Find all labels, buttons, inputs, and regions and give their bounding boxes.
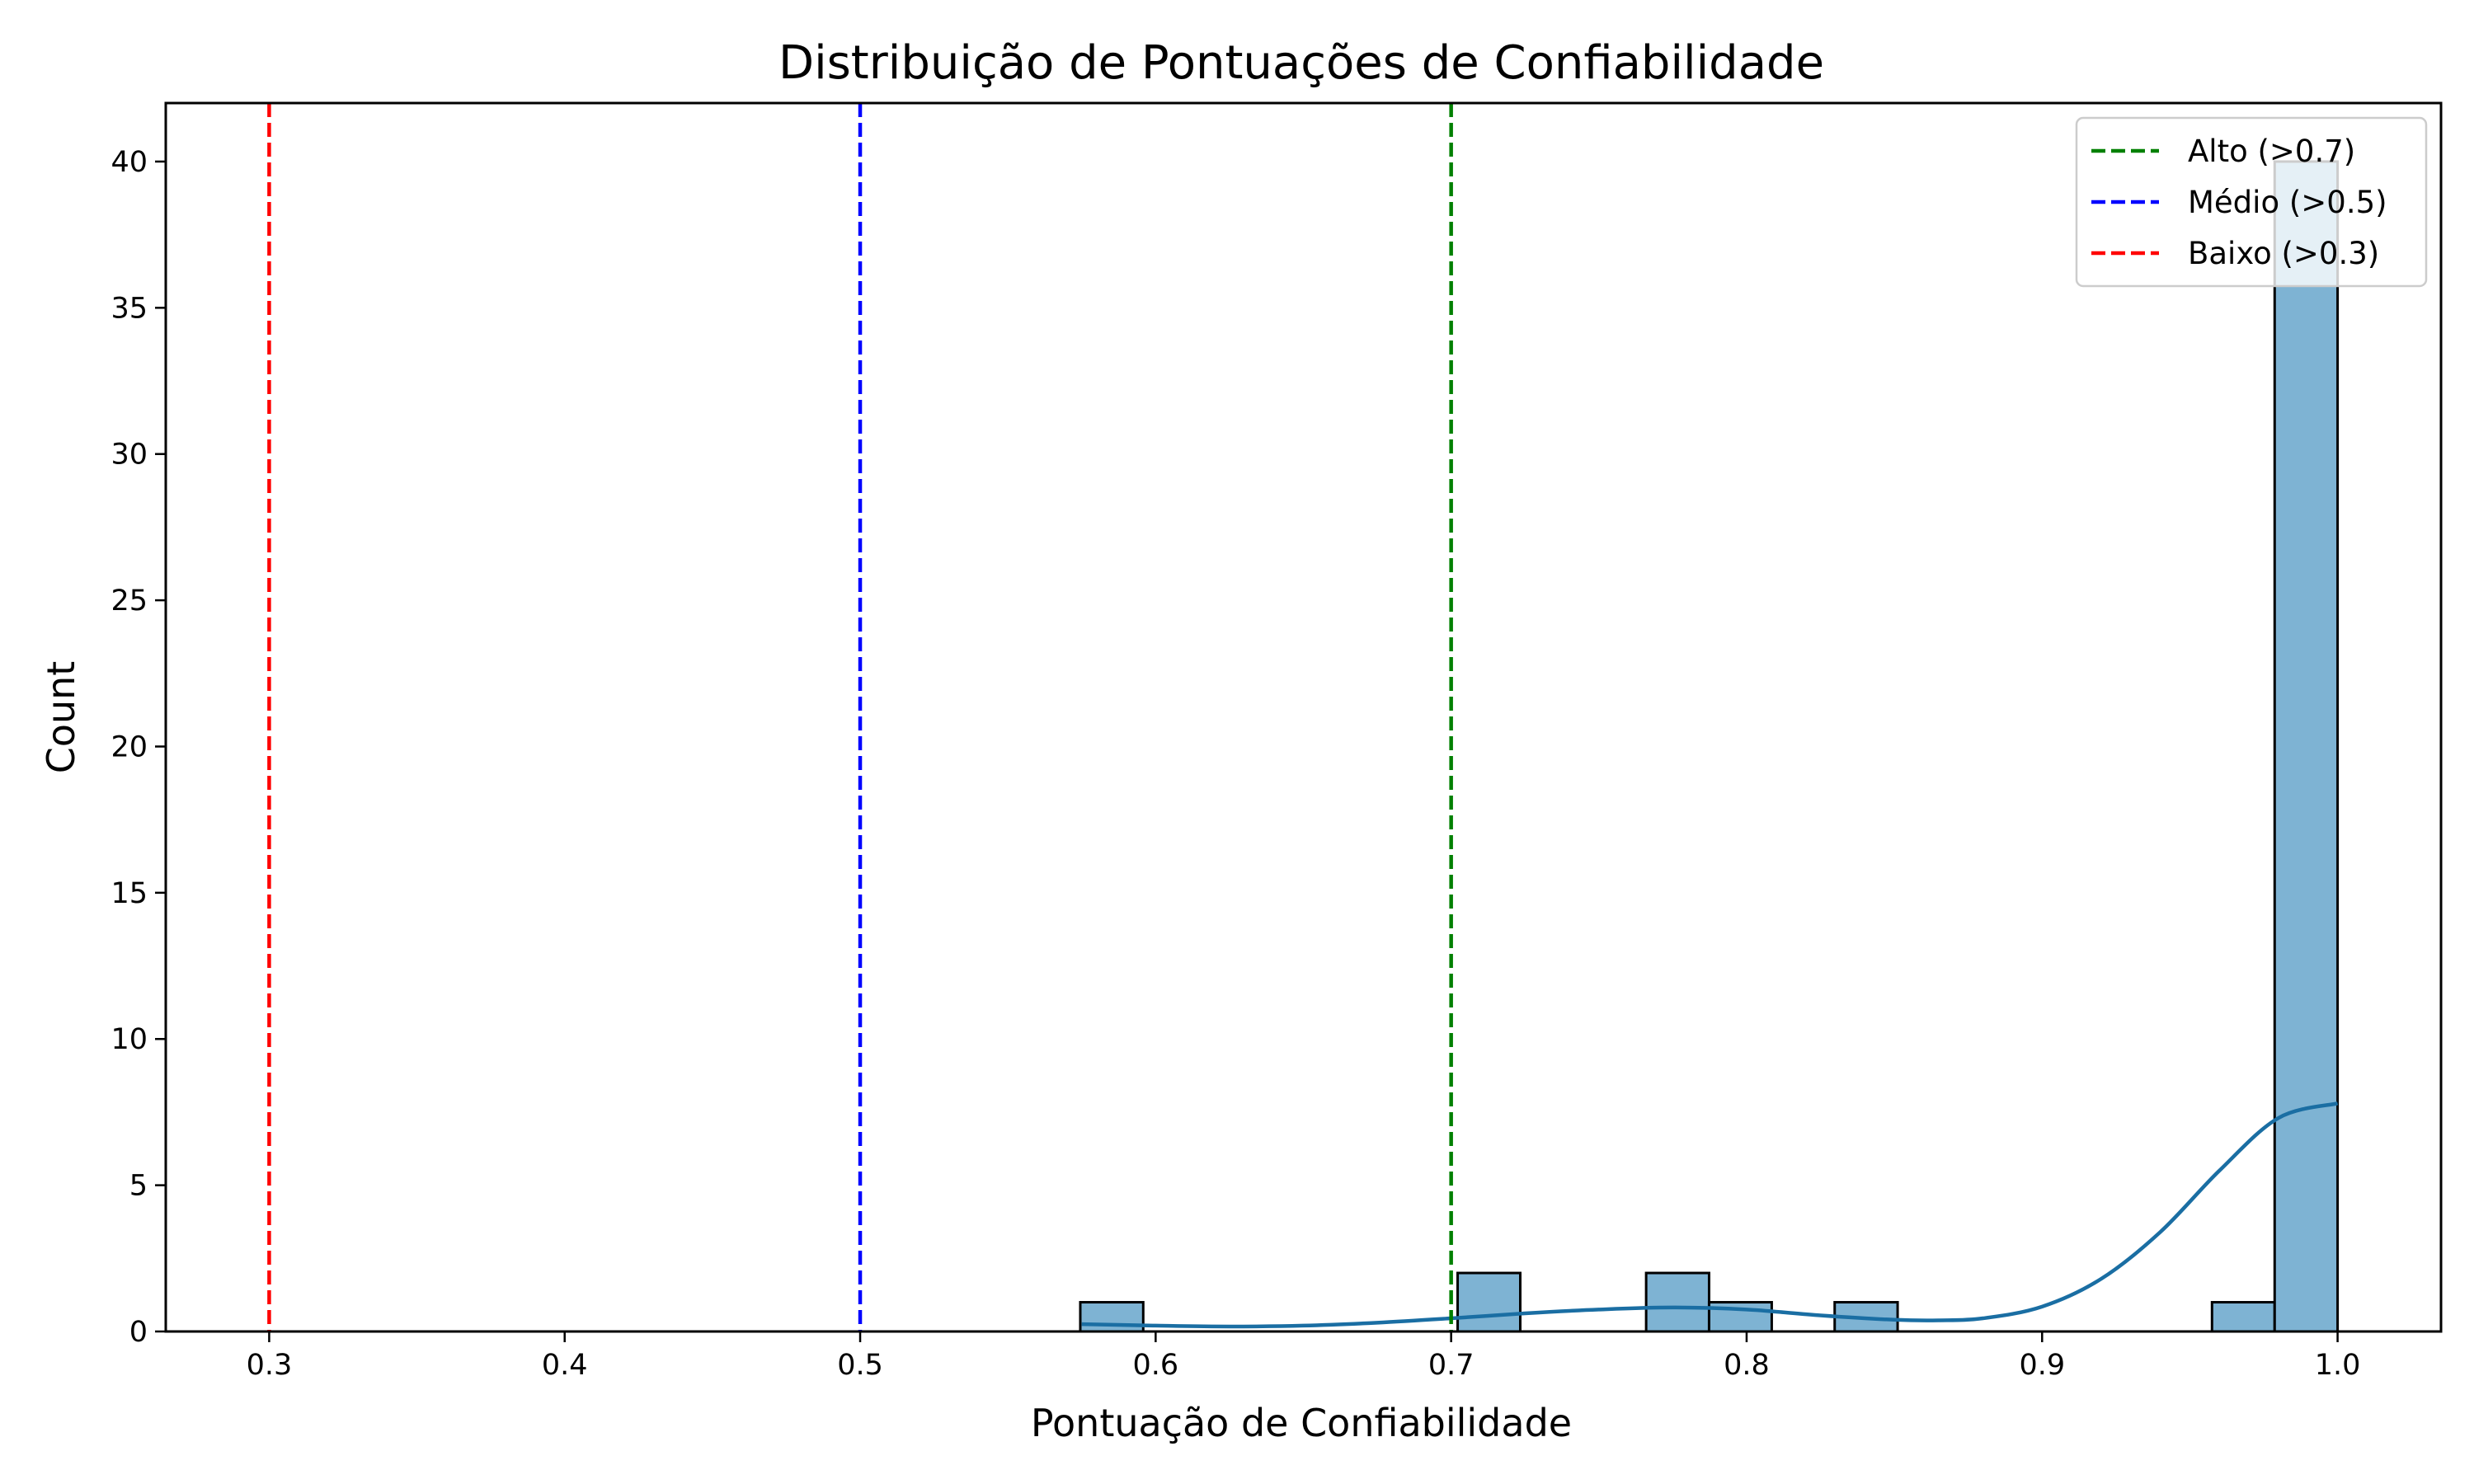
y-axis-label: Count — [39, 661, 83, 774]
chart-title: Distribuição de Pontuações de Confiabili… — [778, 36, 1824, 90]
legend-label-0: Alto (>0.7) — [2188, 134, 2355, 169]
y-tick-label: 15 — [111, 877, 148, 910]
x-axis: 0.3 0.4 0.5 0.6 0.7 0.8 0.9 1.0 — [247, 1331, 2361, 1382]
x-tick-label: 0.6 — [1133, 1349, 1179, 1382]
y-tick-label: 35 — [111, 292, 148, 325]
y-tick-label: 0 — [129, 1316, 148, 1349]
y-tick-label: 5 — [129, 1170, 148, 1203]
y-tick-label: 40 — [111, 146, 148, 179]
histogram-bar — [1456, 1271, 1522, 1333]
x-tick-label: 1.0 — [2315, 1349, 2361, 1382]
y-tick-label: 20 — [111, 730, 148, 763]
legend: Alto (>0.7) Médio (>0.5) Baixo (>0.3) — [2075, 116, 2428, 288]
histogram-bar — [2210, 1301, 2276, 1333]
plot-frame — [164, 101, 2443, 1333]
legend-label-1: Médio (>0.5) — [2188, 185, 2387, 220]
x-tick-label: 0.5 — [837, 1349, 883, 1382]
x-tick-label: 0.8 — [1724, 1349, 1770, 1382]
x-tick-label: 0.4 — [542, 1349, 588, 1382]
x-axis-label: Pontuação de Confiabilidade — [1031, 1401, 1572, 1445]
y-tick-label: 25 — [111, 585, 148, 618]
histogram-bar — [1644, 1271, 1710, 1333]
y-axis: 0 5 10 15 20 25 30 35 40 — [111, 146, 166, 1349]
y-tick-label: 10 — [111, 1023, 148, 1056]
x-tick-label: 0.9 — [2019, 1349, 2065, 1382]
x-tick-label: 0.3 — [247, 1349, 293, 1382]
legend-box — [2075, 116, 2428, 288]
histogram-bar — [1079, 1301, 1145, 1333]
histogram-bar — [2273, 160, 2340, 1333]
legend-label-2: Baixo (>0.3) — [2188, 236, 2379, 271]
y-tick-label: 30 — [111, 439, 148, 472]
plot-area — [267, 103, 2340, 1333]
kde-curve — [1081, 1101, 2339, 1329]
x-tick-label: 0.7 — [1428, 1349, 1475, 1382]
